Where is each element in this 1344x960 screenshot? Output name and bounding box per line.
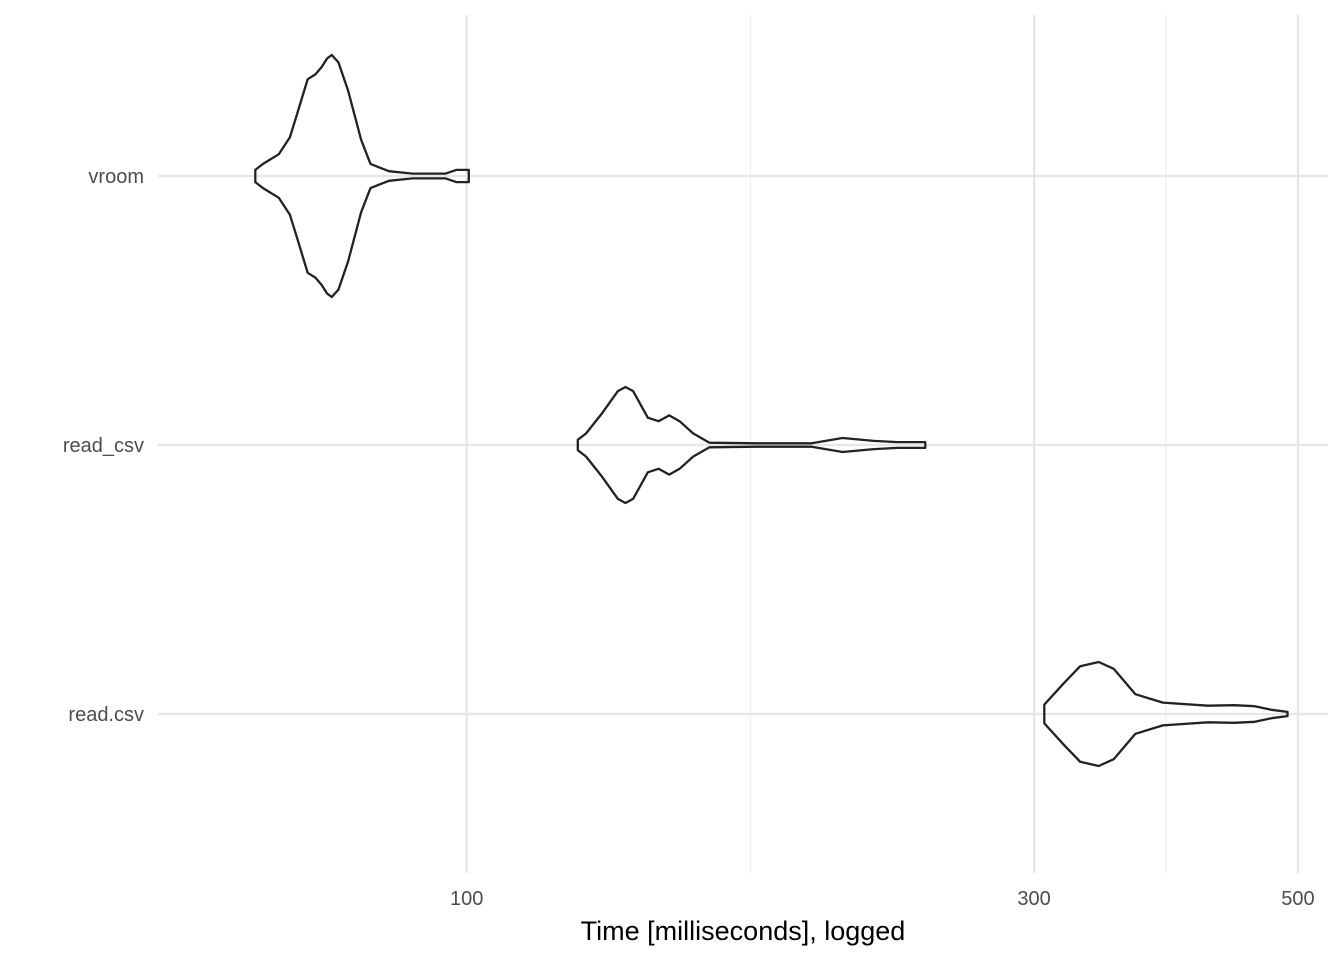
x-tick-label-300: 300	[1017, 888, 1050, 910]
gridlines	[158, 15, 1328, 873]
axis-labels: vroom read_csv read.csv 100 300 500	[63, 166, 1315, 910]
violins	[254, 53, 1289, 768]
x-tick-label-100: 100	[450, 888, 483, 910]
x-tick-label-500: 500	[1281, 888, 1314, 910]
y-tick-label-vroom: vroom	[88, 166, 144, 188]
violin-read_csv	[576, 385, 927, 505]
violin-read.csv	[1043, 660, 1289, 768]
violin-vroom	[254, 53, 470, 299]
y-tick-label-read_csv: read_csv	[63, 435, 144, 457]
x-axis-title: Time [milliseconds], logged	[581, 916, 906, 946]
y-tick-label-read.csv: read.csv	[68, 704, 144, 726]
